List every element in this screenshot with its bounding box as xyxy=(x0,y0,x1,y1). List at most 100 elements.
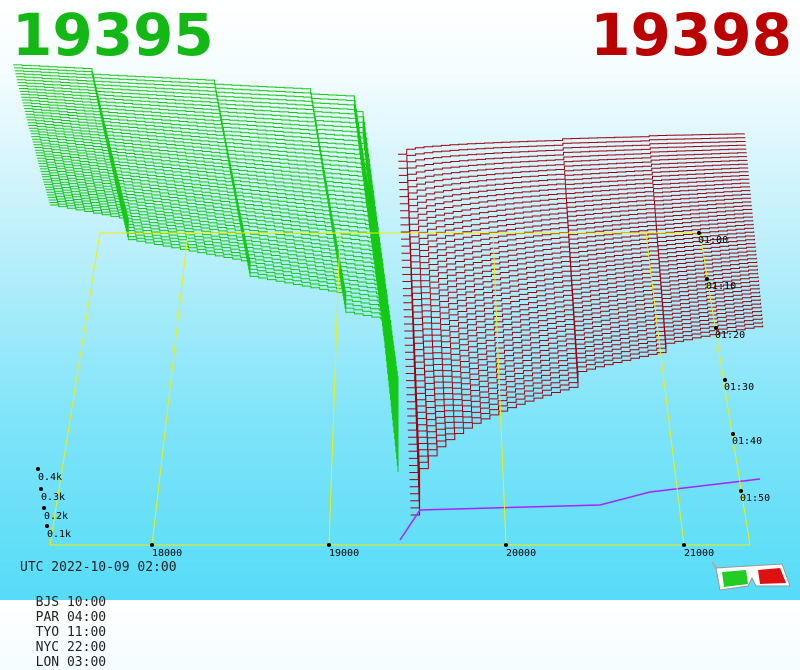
ask-front-edge xyxy=(399,478,761,541)
bid-depth-line xyxy=(49,202,398,466)
timezone-row: BJS 10:00 PAR 04:00 TYO 11:00 NYC 22:00 … xyxy=(20,580,132,670)
depth-axis-right xyxy=(699,232,751,546)
bid-depth-line xyxy=(42,178,392,407)
bid-depth-line xyxy=(28,125,378,276)
3d-glasses-icon[interactable] xyxy=(712,560,792,594)
ask-depth-line xyxy=(410,321,763,509)
bid-depth-line xyxy=(16,76,367,164)
ask-depth-line xyxy=(404,223,754,325)
y-tick-dot xyxy=(45,524,49,528)
tz-lon: LON 03:00 xyxy=(35,655,107,670)
time-tick-dot xyxy=(697,231,701,235)
x-tick-dot xyxy=(150,543,154,547)
ask-depth-line xyxy=(406,261,758,396)
time-tick-dot xyxy=(731,432,735,436)
ask-depth-line xyxy=(401,190,751,261)
bid-depth-line xyxy=(13,64,364,138)
bid-depth-line xyxy=(25,113,376,250)
time-tick-label: 01:40 xyxy=(732,436,762,447)
x-grid-line xyxy=(328,232,341,546)
bid-depth-line xyxy=(34,149,385,335)
x-grid-line xyxy=(151,232,189,546)
bid-depth-line xyxy=(16,79,367,171)
bid-depth-line xyxy=(35,152,385,342)
bid-depth-line xyxy=(43,181,393,414)
x-tick-dot xyxy=(504,543,508,547)
ask-depth-line xyxy=(405,238,755,353)
bid-depth-line xyxy=(39,165,389,375)
bid-depth-line xyxy=(24,108,374,237)
y-tick-dot xyxy=(42,506,46,510)
ask-depth-line xyxy=(401,178,750,240)
ask-depth-line xyxy=(398,133,745,155)
bid-depth-line xyxy=(31,136,381,303)
time-tick-label: 01:50 xyxy=(740,493,770,504)
ask-depth-line xyxy=(402,197,752,275)
ask-depth-line xyxy=(408,295,761,459)
ask-depth-line xyxy=(403,220,754,318)
ask-depth-line xyxy=(406,257,757,389)
bid-depth-line xyxy=(21,96,372,211)
bid-depth-line xyxy=(50,204,399,472)
x-grid-line xyxy=(645,232,685,546)
ask-depth-line xyxy=(398,141,746,169)
ask-depth-line xyxy=(400,167,749,219)
bid-depth-line xyxy=(40,171,390,388)
tz-bjs: BJS 10:00 xyxy=(35,595,107,610)
ask-depth-line xyxy=(401,186,750,254)
bid-depth-line xyxy=(37,157,387,355)
ask-depth-line xyxy=(407,280,759,431)
y-tick-dot xyxy=(36,467,40,471)
ask-depth-line xyxy=(407,276,759,424)
ask-depth-line xyxy=(410,325,764,516)
bid-depth-line xyxy=(37,160,387,362)
x-tick-label: 18000 xyxy=(152,548,182,559)
y-tick-label: 0.4k xyxy=(38,472,62,483)
ask-depth-line xyxy=(399,148,747,183)
ask-depth-line xyxy=(409,306,762,481)
ask-depth-line xyxy=(407,268,758,410)
ask-depth-line xyxy=(410,317,763,502)
bid-depth-line xyxy=(47,194,396,446)
ask-depth-line xyxy=(408,287,760,445)
y-tick-label: 0.1k xyxy=(47,529,71,540)
y-tick-dot xyxy=(39,487,43,491)
ask-depth-line xyxy=(404,235,755,346)
ask-depth-line xyxy=(399,156,748,198)
ask-depth-line xyxy=(399,152,747,191)
time-tick-dot xyxy=(714,326,718,330)
bid-price: 19395 xyxy=(12,1,214,69)
bid-depth-line xyxy=(38,163,388,368)
bid-depth-line xyxy=(18,85,369,184)
bid-depth-line xyxy=(30,133,380,296)
ask-depth-line xyxy=(398,144,747,176)
y-tick-label: 0.2k xyxy=(44,511,68,522)
time-tick-label: 01:10 xyxy=(706,281,736,292)
bid-depth-line xyxy=(33,144,383,322)
time-tick-label: 01:00 xyxy=(698,235,728,246)
bid-depth-line xyxy=(19,88,370,191)
bid-depth-line xyxy=(29,127,379,283)
ask-depth-line xyxy=(409,299,761,466)
bid-depth-line xyxy=(41,173,391,394)
x-grid-line xyxy=(492,232,507,546)
y-tick-label: 0.3k xyxy=(41,492,65,503)
bid-depth-line xyxy=(14,67,365,145)
x-tick-label: 19000 xyxy=(329,548,359,559)
depth-axis-left xyxy=(49,232,101,546)
bid-depth-line xyxy=(29,130,380,289)
ask-depth-line xyxy=(398,137,746,162)
ask-depth-line xyxy=(409,310,762,488)
x-tick-label: 21000 xyxy=(684,548,714,559)
bid-depth-line xyxy=(20,93,371,204)
bid-depth-line xyxy=(27,122,378,270)
ask-depth-line xyxy=(405,246,756,367)
ask-depth-line xyxy=(405,242,756,360)
depth-chart: 18000 19000 20000 21000 0.1k 0.2k 0.3k 0.4k 01:0… xyxy=(13,64,770,559)
ask-depth-line xyxy=(400,175,749,233)
ask-depth-line xyxy=(403,216,753,311)
bid-depth-line xyxy=(45,189,395,433)
bid-depth-line xyxy=(46,191,396,440)
bid-depth-line xyxy=(15,73,366,158)
bid-depth-line xyxy=(14,70,365,151)
